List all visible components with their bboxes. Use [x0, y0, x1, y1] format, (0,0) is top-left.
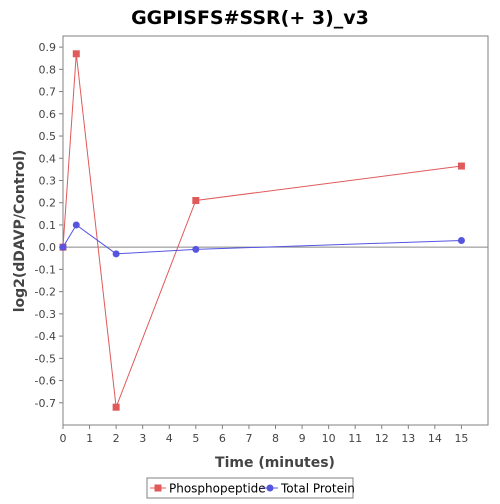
legend: Phosphopeptide Total Protein	[146, 477, 355, 499]
x-axis-label: Time (minutes)	[215, 455, 335, 471]
y-tick-label: 0.8	[39, 63, 57, 76]
data-point-total-protein	[457, 237, 465, 245]
x-tick-label: 5	[192, 432, 199, 445]
x-tick-label: 14	[428, 432, 442, 445]
y-axis-label: log2(dDAVP/Control)	[12, 150, 28, 313]
x-tick-label: 1	[86, 432, 93, 445]
data-point-total-protein	[59, 243, 67, 251]
y-tick-label: 0.9	[39, 41, 57, 54]
data-point-phosphopeptide	[457, 162, 465, 170]
x-tick-label: 0	[60, 432, 67, 445]
x-tick-label: 15	[454, 432, 468, 445]
y-tick-label: 0.6	[39, 108, 57, 121]
data-point-phosphopeptide	[112, 403, 120, 411]
x-tick-label: 8	[272, 432, 279, 445]
series-group	[59, 50, 465, 411]
y-tick-label: -0.3	[35, 308, 56, 321]
x-tick-label: 2	[113, 432, 120, 445]
legend-marker-phosphopeptide	[154, 484, 162, 492]
legend-label-total-protein: Total Protein	[280, 482, 355, 496]
data-point-total-protein	[192, 245, 200, 253]
y-axis: -0.7 -0.6 -0.5 -0.4 -0.3 -0.2 -0.1 0.0 0.1 0.2 0.3…	[35, 41, 63, 410]
x-tick-label: 10	[322, 432, 336, 445]
x-tick-label: 4	[166, 432, 173, 445]
y-tick-label: -0.2	[35, 286, 56, 299]
y-tick-label: 0.2	[39, 197, 57, 210]
data-point-total-protein	[72, 221, 80, 229]
legend-marker-total-protein	[266, 484, 274, 492]
y-tick-label: 0.7	[39, 86, 57, 99]
x-tick-label: 13	[401, 432, 415, 445]
x-tick-label: 3	[139, 432, 146, 445]
data-point-phosphopeptide	[192, 196, 200, 204]
y-tick-label: 0.4	[39, 152, 57, 165]
x-tick-label: 9	[299, 432, 306, 445]
y-tick-label: -0.4	[35, 330, 56, 343]
legend-label-phosphopeptide: Phosphopeptide	[169, 482, 266, 496]
x-axis: 0 1 2 3 4 5 6 7 8 9 10 11 12 13 14 15	[60, 425, 468, 445]
x-tick-label: 7	[245, 432, 252, 445]
data-point-phosphopeptide	[72, 50, 80, 58]
y-tick-label: -0.1	[35, 263, 56, 276]
y-tick-label: -0.6	[35, 375, 56, 388]
plot-area	[62, 35, 489, 426]
legend-box	[146, 477, 354, 499]
x-tick-label: 11	[348, 432, 362, 445]
chart-title: GGPISFS#SSR(+ 3)_v3	[131, 7, 369, 29]
data-point-total-protein	[112, 250, 120, 258]
y-tick-label: 0.0	[39, 241, 57, 254]
x-tick-label: 12	[375, 432, 389, 445]
y-tick-label: 0.1	[39, 219, 57, 232]
x-tick-label: 6	[219, 432, 226, 445]
y-tick-label: -0.7	[35, 397, 56, 410]
y-tick-label: 0.3	[39, 174, 57, 187]
y-tick-label: 0.5	[39, 130, 57, 143]
y-tick-label: -0.5	[35, 352, 56, 365]
